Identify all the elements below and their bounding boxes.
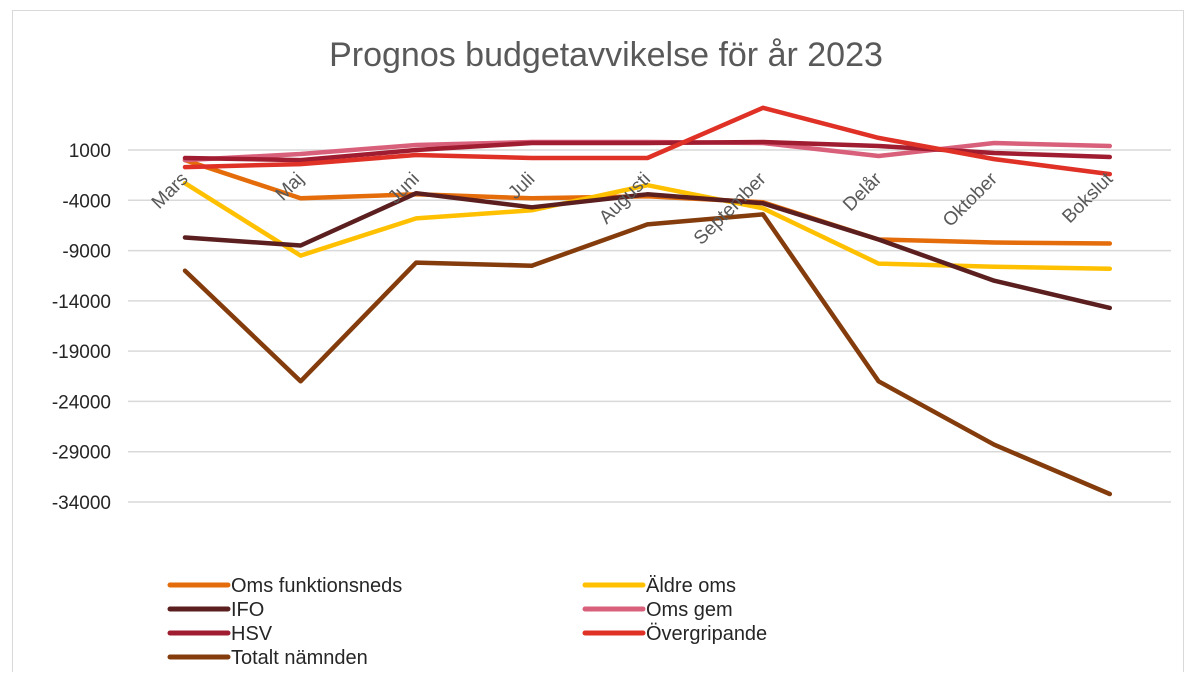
legend-label: Övergripande <box>646 623 767 645</box>
y-tick-label: 1000 <box>69 141 111 162</box>
legend: Oms funktionsneds Äldre oms IFO Oms gem HSV Ö… <box>167 575 767 669</box>
legend-label: Äldre oms <box>646 575 736 597</box>
y-tick-label: -14000 <box>52 292 111 313</box>
y-tick-label: -24000 <box>52 392 111 413</box>
y-tick-label: -29000 <box>52 443 111 464</box>
line-chart: Prognos budgetavvikelse för år 2023 1000… <box>52 36 1171 669</box>
y-tick-label: -19000 <box>52 342 111 363</box>
legend-label: Oms gem <box>646 599 733 621</box>
legend-label: IFO <box>231 599 264 621</box>
category-label: Mars <box>148 169 193 214</box>
legend-label: Oms funktionsneds <box>231 575 402 597</box>
category-labels: Mars Maj Juni Juli Augusti September Delår Okto… <box>148 168 1118 249</box>
chart-title: Prognos budgetavvikelse för år 2023 <box>329 36 883 74</box>
series-line <box>182 212 1113 497</box>
series-lines <box>182 105 1113 497</box>
y-axis-ticks: 1000 -4000 -9000 -14000 -19000 -24000 -29000 -3… <box>52 141 111 514</box>
category-label: Juni <box>384 169 423 208</box>
legend-label: HSV <box>231 623 273 645</box>
category-label: Bokslut <box>1058 168 1117 227</box>
series-line <box>182 105 1113 177</box>
legend-label: Totalt nämnden <box>231 647 368 669</box>
category-label: Delår <box>839 168 886 215</box>
y-tick-label: -34000 <box>52 493 111 514</box>
y-tick-label: -9000 <box>62 242 111 263</box>
y-tick-label: -4000 <box>62 191 111 212</box>
chart-frame: Prognos budgetavvikelse för år 2023 1000… <box>12 10 1184 672</box>
series-line <box>182 190 1113 311</box>
